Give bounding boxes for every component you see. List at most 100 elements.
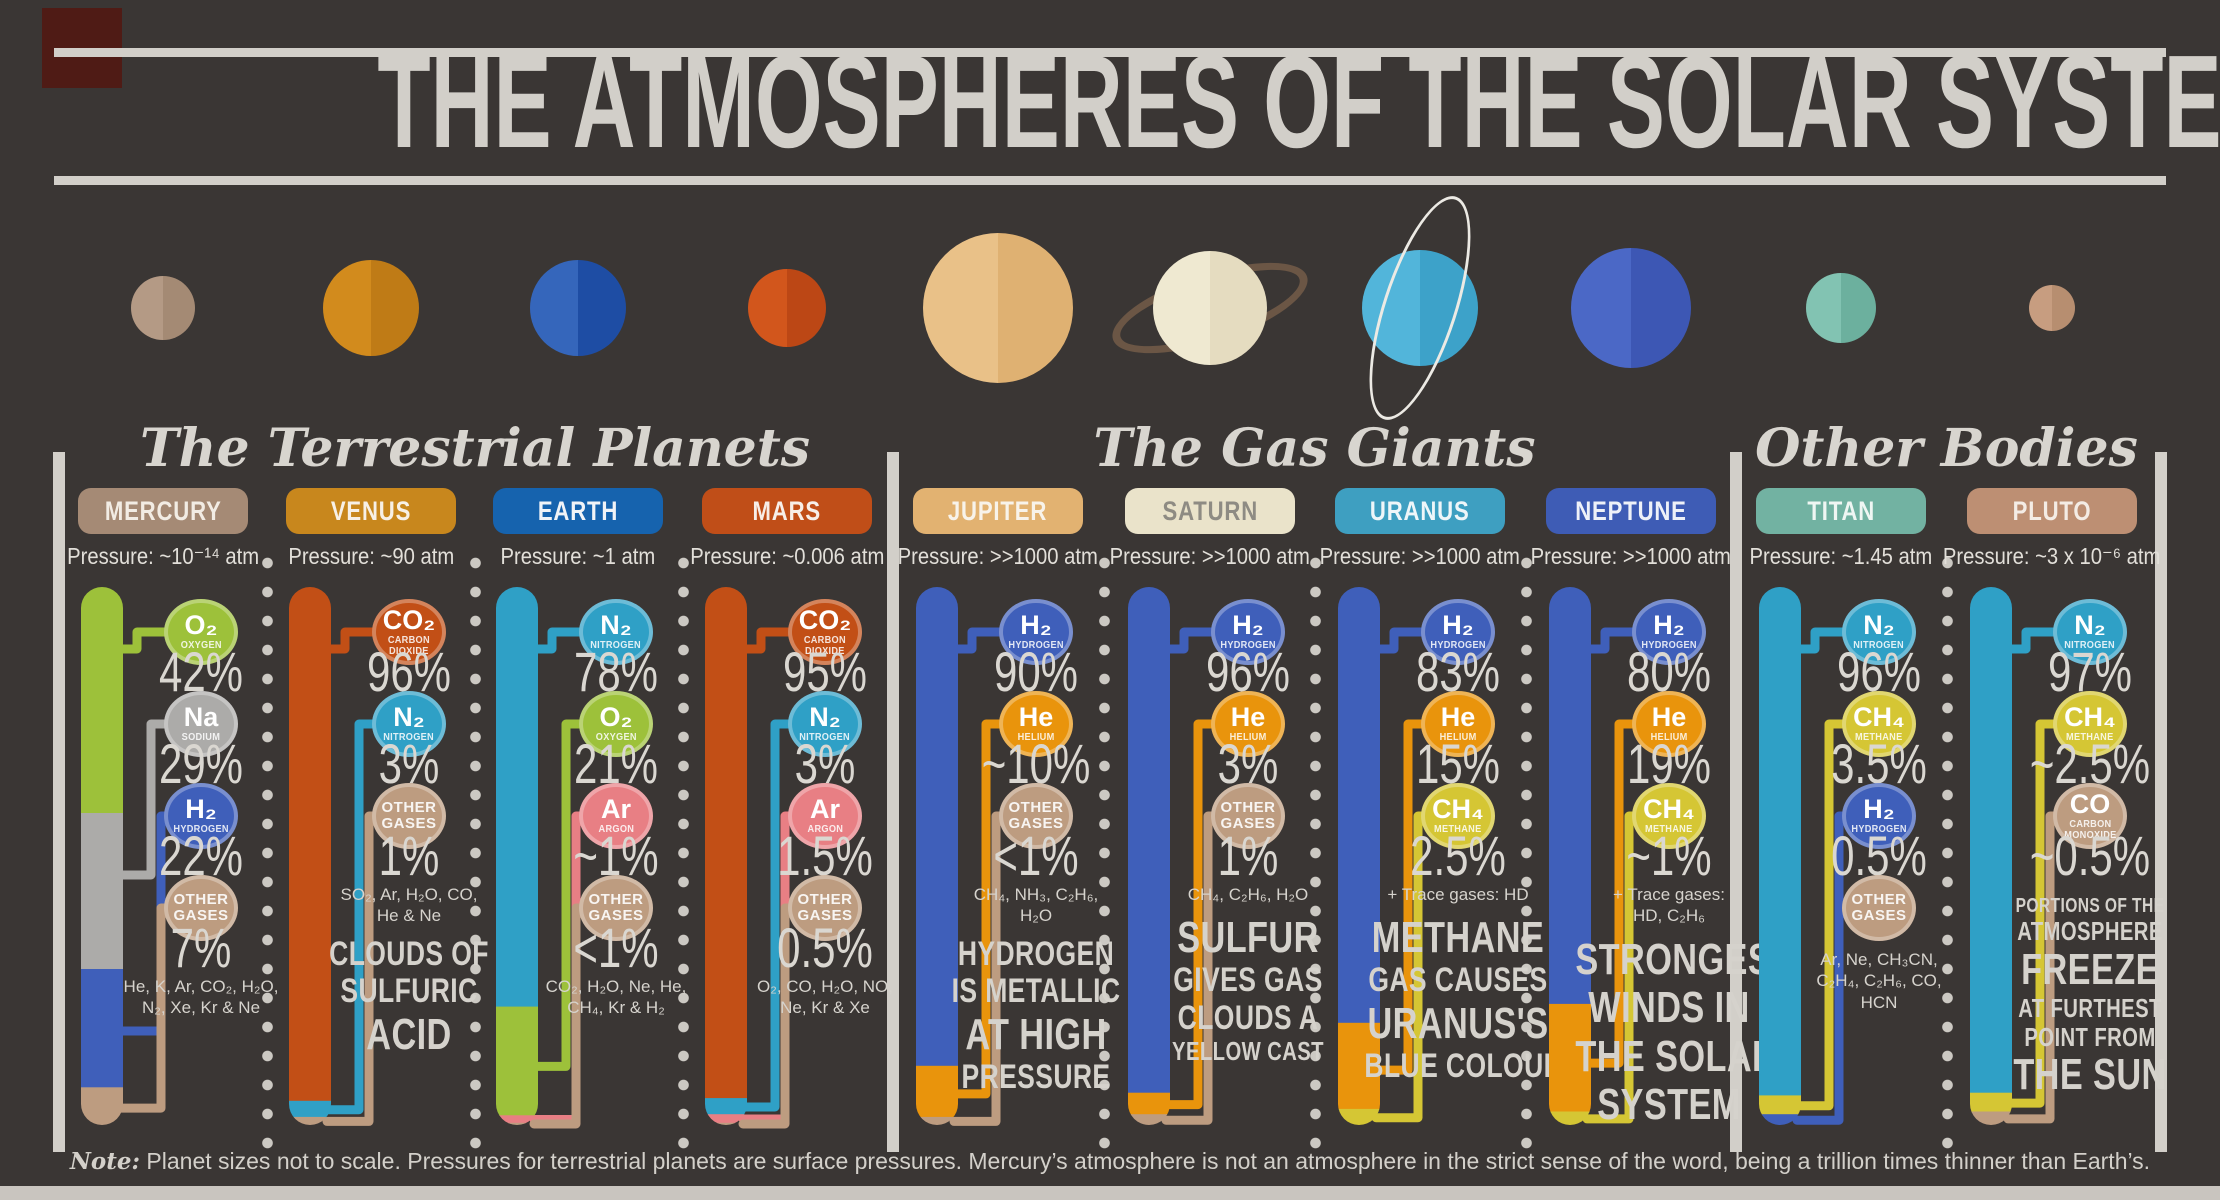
planet-pill-pluto: PLUTO	[1967, 488, 2137, 534]
gas-chip-n: N₂ NITROGEN	[372, 691, 446, 757]
gas-percent: ~1%	[1626, 824, 1712, 887]
gas-formula: H₂	[1232, 610, 1264, 641]
other-gases-chip: OTHER GASES	[579, 875, 653, 941]
pressure-value: Pressure: >>1000 atm	[897, 543, 1099, 569]
gas-name: HELIUM	[1229, 732, 1267, 744]
uranus-planet-icon	[1362, 250, 1478, 366]
gas-formula: H₂	[1442, 610, 1474, 641]
gas-chip-he: He HELIUM	[1632, 691, 1706, 757]
gas-formula: Ar	[809, 794, 840, 825]
gas-name: ARGON	[807, 824, 843, 836]
gas-trace-note: He, K, Ar, CO₂, H₂O, N₂, Xe, Kr & Ne	[123, 977, 279, 1018]
bar-segment-tan	[705, 1122, 747, 1125]
bar-segment-blue	[1549, 587, 1591, 1005]
gas-percent: 3.5%	[1831, 732, 1927, 795]
gas-formula: N₂	[1863, 610, 1895, 641]
gas-chip-h: H₂ HYDROGEN	[1842, 783, 1916, 849]
group-divider	[53, 452, 65, 1152]
gas-name: NITROGEN	[383, 732, 435, 744]
group-title: The Terrestrial Planets	[139, 418, 811, 479]
planet-fact-line: BLUE COLOUR	[1364, 1047, 1564, 1086]
other-gases-chip: OTHER GASES	[164, 875, 238, 941]
gas-name: HYDROGEN	[1641, 640, 1697, 652]
pressure-label: Pressure: ~1.45 atm	[1693, 543, 1989, 570]
planet-pill-label: EARTH	[537, 495, 619, 526]
gas-percent: 83%	[1415, 640, 1501, 703]
gas-formula: OTHER GASES	[797, 890, 853, 924]
planet-column-jupiter: Pressure: >>1000 atm H₂ HYDROGEN 90% He HELIU…	[850, 543, 1146, 1191]
planet-pill-label: MARS	[752, 495, 822, 526]
gas-formula: OTHER GASES	[1008, 798, 1064, 832]
pressure-value: Pressure: ~90 atm	[288, 543, 454, 569]
bar-segment-blue	[916, 587, 958, 1067]
planet-fact-line: FREEZE	[2021, 944, 2159, 994]
neptune-planet-icon	[1571, 248, 1691, 368]
gas-chip-n: N₂ NITROGEN	[2053, 599, 2127, 665]
gas-pipe-yellow	[1792, 719, 1850, 1111]
bar-segment-tan	[496, 1122, 538, 1125]
gas-chip-co: CO CARBON MONOXIDE	[2053, 783, 2127, 849]
gas-percent: 2.5%	[1410, 824, 1506, 887]
gas-percent: 7%	[170, 916, 232, 979]
gas-percent: 29%	[158, 732, 244, 795]
bar-segment-cyan	[289, 1100, 331, 1118]
bar-segment-green	[496, 1006, 538, 1117]
pressure-label: Pressure: >>1000 atm	[1483, 543, 1779, 570]
group-title: Other Bodies	[1755, 418, 2138, 479]
planet-fact-line: HYDROGEN	[957, 935, 1115, 973]
planet-fact-line: ATMOSPHERE	[2017, 916, 2163, 946]
saturn-planet-icon	[1153, 251, 1267, 365]
planet-pill-venus: VENUS	[286, 488, 456, 534]
gas-formula: H₂	[185, 794, 217, 825]
planet-pill-label: VENUS	[330, 495, 412, 526]
gas-name: CARBON DIOXIDE	[803, 635, 847, 657]
gas-pipe-cyan	[2003, 627, 2061, 654]
pluto-planet-icon	[2029, 285, 2075, 331]
planet-column-titan: Pressure: ~1.45 atm N₂ NITROGEN 96% CH₄ METHA…	[1693, 543, 1989, 1191]
gas-chip-ch: CH₄ METHANE	[1632, 783, 1706, 849]
gas-pipe-cyan	[322, 719, 380, 1115]
gas-percent: 1.5%	[777, 824, 873, 887]
gas-formula: CO₂	[798, 605, 852, 635]
gas-trace-note: CO₂, H₂O, Ne, He, CH₄, Kr & H₂	[545, 977, 687, 1018]
bar-segment-blue	[1759, 1114, 1801, 1125]
gas-percent: 15%	[1415, 732, 1501, 795]
planet-fact-line: METHANE	[1371, 913, 1545, 962]
bar-segment-cyan	[1759, 587, 1801, 1097]
planet-fact: HYDROGEN IS METALLIC AT HIGH PRESSURE	[916, 935, 1156, 1097]
gas-chip-n: N₂ NITROGEN	[579, 599, 653, 665]
gas-chip-h: H₂ HYDROGEN	[164, 783, 238, 849]
bar-segment-blue	[1128, 587, 1170, 1094]
gas-trace-note: SO₂, Ar, H₂O, CO, He & Ne	[340, 885, 478, 926]
gas-formula: N₂	[809, 702, 841, 733]
pressure-value: Pressure: >>1000 atm	[1319, 543, 1521, 569]
gas-trace-note: O₂, CO, H₂O, NO, Ne, Kr & Xe	[757, 977, 893, 1018]
pressure-label: Pressure: ~0.006 atm	[639, 543, 935, 570]
poster-title: THE ATMOSPHERES OF THE SOLAR SYSTEM	[377, 28, 2220, 175]
composition-bar	[1970, 587, 2061, 1125]
planet-fact-line: AT HIGH	[965, 1009, 1107, 1059]
composition-bar	[1338, 587, 1429, 1125]
mercury-planet-icon	[131, 276, 195, 340]
gas-name: HELIUM	[1017, 732, 1055, 744]
bar-segment-gray	[81, 813, 123, 970]
gas-pipe-blue	[1161, 627, 1219, 654]
gas-formula: H₂	[1653, 610, 1685, 641]
gas-name: CARBON DIOXIDE	[387, 635, 431, 657]
planet-pill-label: TITAN	[1807, 495, 1875, 526]
planet-pill-neptune: NEPTUNE	[1546, 488, 1716, 534]
gas-chip-ar: Ar ARGON	[579, 783, 653, 849]
gas-name: METHANE	[1855, 732, 1903, 744]
title-rule-bottom	[54, 176, 2166, 185]
gas-percent: <1%	[993, 824, 1079, 887]
bar-segment-tan	[1128, 1114, 1170, 1125]
gas-chip-ch: CH₄ METHANE	[2053, 691, 2127, 757]
column-divider-dots	[677, 556, 689, 1152]
mars-planet-icon	[748, 269, 826, 347]
pressure-value: Pressure: ~1 atm	[500, 543, 656, 569]
planet-fact: CLOUDS OF SULFURIC ACID	[289, 935, 529, 1059]
gas-formula: Ar	[600, 794, 631, 825]
gas-percent: 22%	[158, 824, 244, 887]
gas-pipe-orange	[1371, 719, 1429, 1075]
